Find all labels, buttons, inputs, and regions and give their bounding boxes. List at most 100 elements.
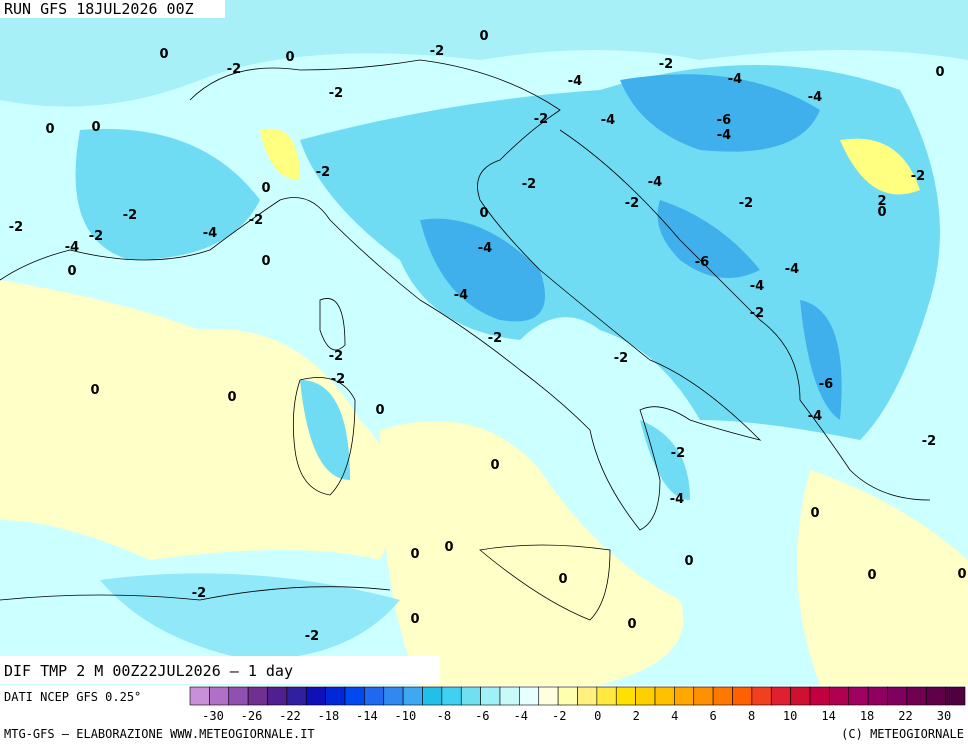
contour-label: 0	[558, 572, 567, 587]
colorbar-cell	[480, 686, 501, 706]
colorbar-label: -2	[552, 709, 566, 723]
colorbar-cell	[925, 686, 946, 706]
caption-box	[0, 656, 440, 684]
coastlines	[0, 59, 931, 621]
contour-label: 0	[45, 122, 54, 137]
contour-label: -2	[249, 213, 263, 228]
contour-label: -2	[911, 169, 925, 184]
colorbar-cell	[577, 686, 598, 706]
contour-label: -4	[454, 288, 468, 303]
contour-label: -4	[670, 492, 684, 507]
contour-label: -2	[671, 446, 685, 461]
colorbar-label: 8	[748, 709, 755, 723]
contour-label: -2	[614, 351, 628, 366]
contour-label: 0	[285, 50, 294, 65]
colorbar-label: 18	[860, 709, 874, 723]
map-caption: DIF TMP 2 M 00Z22JUL2026 – 1 day	[4, 662, 293, 680]
colorbar-label: -18	[318, 709, 340, 723]
colorbar-cell	[712, 686, 733, 706]
contour-label: 0	[877, 205, 886, 220]
colorbar-cell	[247, 686, 268, 706]
colorbar-cell	[654, 686, 675, 706]
contour-label: 0	[957, 567, 966, 582]
contour-label: 0	[410, 547, 419, 562]
contour-label: 0	[261, 181, 270, 196]
contour-label: -2	[9, 220, 23, 235]
contour-label: -4	[717, 128, 731, 143]
colorbar-cell	[693, 686, 714, 706]
contour-label: 0	[810, 506, 819, 521]
colorbar-cell	[286, 686, 307, 706]
contour-label: -4	[808, 409, 822, 424]
contour-label: -4	[785, 262, 799, 277]
colorbar-cell	[422, 686, 443, 706]
contour-label: 0	[410, 612, 419, 627]
contour-label: -4	[478, 241, 492, 256]
contour-label: 0	[375, 403, 384, 418]
contour-label: 0	[227, 390, 236, 405]
colorbar-cell	[635, 686, 656, 706]
colorbar-cell	[557, 686, 578, 706]
data-source: DATI NCEP GFS 0.25°	[4, 690, 141, 704]
colorbar-cell	[790, 686, 811, 706]
colorbar-cell	[770, 686, 791, 706]
colorbar-label: 4	[671, 709, 678, 723]
colorbar-cell	[305, 686, 326, 706]
colorbar-label: 2	[633, 709, 640, 723]
contour-label: -2	[750, 306, 764, 321]
colorbar-label: 14	[821, 709, 835, 723]
colorbar-cell	[499, 686, 520, 706]
contour-label: -2	[305, 629, 319, 644]
colorbar-cell	[344, 686, 365, 706]
contour-label: -2	[329, 86, 343, 101]
contour-label: -6	[717, 113, 731, 128]
footer-right: (C) METEOGIORNALE	[841, 727, 964, 741]
colorbar-cell	[209, 686, 230, 706]
colorbar-cell	[615, 686, 636, 706]
colorbar-label: 0	[594, 709, 601, 723]
contour-label: -4	[65, 240, 79, 255]
colorbar-label: -22	[279, 709, 301, 723]
run-title: RUN GFS 18JUL2026 00Z	[4, 0, 194, 18]
footer-left: MTG-GFS – ELABORAZIONE WWW.METEOGIORNALE…	[4, 727, 315, 741]
contour-label: -2	[739, 196, 753, 211]
colorbar-cell	[460, 686, 481, 706]
colorbar-cell	[189, 686, 210, 706]
contour-label: 0	[684, 554, 693, 569]
contour-label: -2	[89, 229, 103, 244]
contour-label: -2	[625, 196, 639, 211]
contour-label: -6	[819, 377, 833, 392]
contour-label: -2	[488, 331, 502, 346]
colorbar-cell	[848, 686, 869, 706]
contour-label: -2	[659, 57, 673, 72]
colorbar-label: -8	[437, 709, 451, 723]
colorbar-cell	[867, 686, 888, 706]
contour-label: -4	[601, 113, 615, 128]
colorbar-cell	[325, 686, 346, 706]
contour-label: -4	[203, 226, 217, 241]
colorbar-cell	[441, 686, 462, 706]
contour-label: -4	[750, 279, 764, 294]
colorbar-cell	[519, 686, 540, 706]
contour-label: -4	[648, 175, 662, 190]
contour-label: 0	[91, 120, 100, 135]
contour-label: 0	[444, 540, 453, 555]
contour-label: -2	[430, 44, 444, 59]
contour-label: -4	[728, 72, 742, 87]
contour-label: -4	[808, 90, 822, 105]
contour-label: 0	[867, 568, 876, 583]
colorbar-label: -10	[395, 709, 417, 723]
colorbar-label: -4	[514, 709, 528, 723]
contour-label: -2	[522, 177, 536, 192]
colorbar-label: 30	[937, 709, 951, 723]
contour-label: -2	[331, 372, 345, 387]
colorbar-label: 10	[783, 709, 797, 723]
colorbar-cell	[906, 686, 927, 706]
colorbar-cell	[596, 686, 617, 706]
colorbar-cell	[383, 686, 404, 706]
contour-label: 0	[627, 617, 636, 632]
contour-label: -2	[316, 165, 330, 180]
contour-label: -2	[123, 208, 137, 223]
colorbar-cell	[945, 686, 966, 706]
colorbar-label: 6	[710, 709, 717, 723]
